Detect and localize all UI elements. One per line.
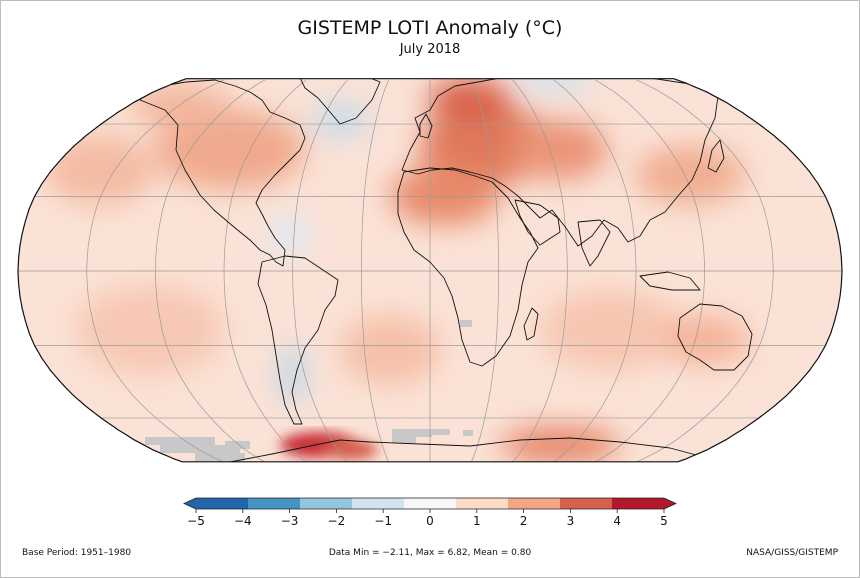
- colorbar-segments: [183, 497, 677, 510]
- colorbar-tick-label: 5: [660, 514, 668, 528]
- anomaly-south-pacific: [75, 285, 225, 375]
- arabia-coast: [514, 199, 561, 246]
- graticule: [18, 79, 842, 462]
- anomaly-south-atlantic: [340, 315, 440, 385]
- antarctica-coast: [179, 437, 791, 462]
- colorbar-segment: [300, 498, 353, 509]
- anomaly-australia: [660, 315, 750, 365]
- colorbar-tick-label: −1: [374, 514, 392, 528]
- colorbar-segment: [196, 498, 249, 509]
- globe-outline: [17, 78, 843, 463]
- source-label: NASA/GISS/GISTEMP: [746, 548, 838, 558]
- missing-data-cells: [145, 320, 473, 461]
- coastlines: [139, 78, 791, 462]
- colorbar-max-arrow: [664, 498, 676, 509]
- australia-coast: [677, 303, 753, 371]
- anomaly-arctic-cold: [515, 78, 595, 92]
- colorbar-tick-label: 3: [567, 514, 575, 528]
- japan-coast: [707, 139, 725, 173]
- colorbar-segment: [508, 498, 561, 509]
- colorbar-segment: [560, 498, 613, 509]
- indonesia-coast: [639, 271, 701, 291]
- colorbar-ticks: −5 −4 −3 −2 −1 0 1 2 3 4 5: [187, 509, 668, 528]
- colorbar-tick-label: −5: [187, 514, 205, 528]
- anomaly-antarctic-east: [500, 427, 620, 462]
- anomaly-east-asia: [635, 145, 745, 205]
- anomaly-weddell: [322, 440, 378, 460]
- colorbar-tick-label: −4: [234, 514, 252, 528]
- map-title: GISTEMP LOTI Anomaly (°C): [297, 17, 563, 39]
- africa-coast: [397, 167, 539, 367]
- greenland-coast: [299, 78, 381, 125]
- colorbar-segment: [248, 498, 301, 509]
- colorbar-segment: [404, 498, 457, 509]
- colorbar-segment: [456, 498, 509, 509]
- anomaly-atlantic-cold: [268, 217, 312, 253]
- map-subtitle: July 2018: [399, 42, 461, 57]
- colorbar-segment: [352, 498, 405, 509]
- anomaly-north-america: [155, 110, 305, 190]
- anomaly-north-pacific: [45, 135, 155, 205]
- eurasia-coast: [401, 78, 719, 247]
- colorbar: −5 −4 −3 −2 −1 0 1 2 3 4 5: [183, 497, 677, 528]
- anomaly-north-africa: [390, 165, 500, 225]
- south-america-coast: [257, 255, 339, 425]
- colorbar-segment: [612, 498, 665, 509]
- colorbar-tick-label: 4: [613, 514, 621, 528]
- colorbar-tick-label: −2: [328, 514, 346, 528]
- colorbar-tick-label: 1: [473, 514, 481, 528]
- madagascar-coast: [523, 307, 539, 341]
- colorbar-tick-label: 2: [520, 514, 528, 528]
- anomaly-central-asia: [512, 120, 608, 180]
- north-america-coast: [139, 79, 306, 267]
- colorbar-tick-label: −3: [281, 514, 299, 528]
- colorbar-tick-label: 0: [426, 514, 434, 528]
- anomaly-indian-ocean: [540, 290, 680, 370]
- anomaly-greenland-cold: [310, 102, 370, 138]
- anomaly-field: [18, 78, 842, 462]
- data-stats-label: Data Min = −2.11, Max = 6.82, Mean = 0.8…: [328, 548, 532, 558]
- anomaly-south-america-cold: [278, 345, 306, 405]
- uk-coast: [419, 113, 433, 139]
- india-coast: [577, 219, 611, 267]
- base-period-label: Base Period: 1951–1980: [22, 548, 132, 558]
- anomaly-map: [17, 78, 843, 463]
- anomaly-scandinavia: [428, 78, 512, 122]
- colorbar-min-arrow: [184, 498, 196, 509]
